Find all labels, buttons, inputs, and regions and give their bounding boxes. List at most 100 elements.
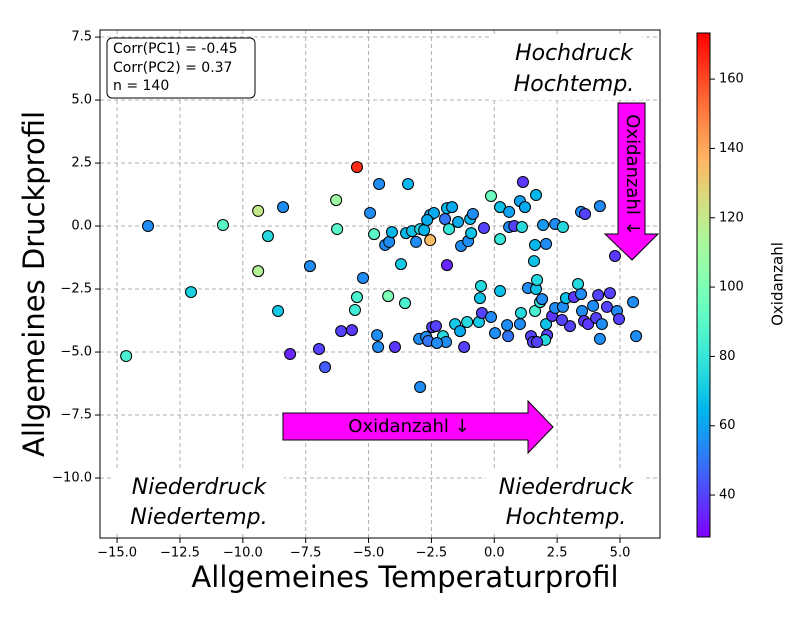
point: [473, 292, 486, 305]
point: [536, 293, 549, 306]
point: [502, 330, 515, 343]
point: [485, 190, 498, 203]
y-tick-label: −5.0: [60, 345, 92, 360]
x-tick-label: −5.0: [353, 546, 385, 561]
point: [424, 234, 437, 247]
point: [630, 330, 643, 343]
point: [261, 230, 274, 243]
point: [383, 235, 396, 248]
point: [252, 265, 265, 278]
corner-label: Niederdruck: [132, 475, 268, 500]
arrow: [282, 399, 554, 455]
arrow-label: Oxidanzahl ↓: [348, 416, 469, 437]
point: [513, 318, 526, 331]
point: [452, 216, 465, 229]
point: [142, 220, 155, 233]
point: [385, 226, 398, 239]
point: [371, 329, 384, 342]
point: [556, 221, 569, 234]
point: [373, 177, 386, 190]
y-tick-label: 2.5: [71, 156, 92, 171]
point: [372, 340, 385, 353]
stats-line: Corr(PC1) = -0.45: [113, 41, 238, 57]
point: [465, 227, 478, 240]
corner-label: Hochtemp.: [506, 505, 627, 530]
y-tick-label: −7.5: [60, 408, 92, 423]
point: [516, 175, 529, 188]
x-tick-label: −2.5: [416, 546, 448, 561]
point: [388, 340, 401, 353]
point: [603, 287, 616, 300]
point: [529, 304, 542, 317]
point: [582, 318, 595, 331]
point: [461, 316, 474, 329]
arrow-label: Oxidanzahl ↓: [622, 114, 643, 235]
point: [414, 381, 427, 394]
y-tick-label: 7.5: [71, 30, 92, 45]
point: [515, 221, 528, 234]
point: [592, 289, 605, 302]
point: [277, 201, 290, 214]
point: [399, 297, 412, 310]
y-tick-label: −2.5: [60, 282, 92, 297]
point: [477, 222, 490, 235]
point: [418, 224, 431, 237]
point: [608, 250, 621, 263]
y-axis-label: Allgemeines Druckprofil: [17, 111, 51, 457]
label-bg: [492, 36, 642, 100]
point: [319, 361, 332, 374]
point: [518, 201, 531, 214]
point: [576, 304, 589, 317]
point: [382, 290, 395, 303]
point: [466, 207, 479, 220]
point: [357, 271, 370, 284]
point: [443, 223, 456, 236]
colorbar-tick-label: 60: [719, 418, 736, 433]
colorbar-label: Oxidanzahl: [769, 242, 787, 326]
x-tick-label: −12.5: [160, 546, 200, 561]
point: [446, 201, 459, 214]
point: [313, 343, 326, 356]
point: [284, 348, 297, 361]
x-tick-label: −10.0: [223, 546, 263, 561]
y-tick-label: −10.0: [52, 471, 92, 486]
point: [335, 325, 348, 338]
point: [572, 278, 585, 290]
point: [530, 189, 543, 202]
point: [345, 324, 358, 337]
point: [252, 204, 265, 217]
point: [185, 286, 198, 299]
point: [593, 332, 606, 345]
point: [563, 320, 576, 333]
x-axis-label: Allgemeines Temperaturprofil: [191, 560, 618, 594]
point: [454, 325, 467, 338]
point: [368, 228, 381, 241]
point: [429, 320, 442, 333]
point: [593, 200, 606, 213]
point: [350, 161, 363, 174]
colorbar-tick-label: 80: [719, 349, 736, 364]
point: [555, 314, 568, 327]
y-tick-label: 0.0: [71, 219, 92, 234]
point: [489, 327, 502, 340]
point: [595, 318, 608, 331]
corner-label: Niederdruck: [499, 475, 635, 500]
point: [394, 258, 407, 271]
point: [410, 235, 423, 248]
point: [540, 237, 553, 250]
point: [587, 299, 600, 312]
x-tick-label: −7.5: [290, 546, 322, 561]
colorbar-tick-label: 100: [719, 280, 744, 295]
point: [474, 280, 487, 293]
point: [331, 223, 344, 236]
colorbar-tick-label: 120: [719, 210, 744, 225]
point: [503, 205, 516, 218]
point: [364, 206, 377, 219]
stats-line: Corr(PC2) = 0.37: [113, 60, 232, 76]
point: [613, 313, 626, 326]
label-bg: [114, 470, 284, 534]
corner-label: Niedertemp.: [130, 505, 267, 530]
point: [421, 213, 434, 226]
stats-box: [106, 37, 256, 99]
